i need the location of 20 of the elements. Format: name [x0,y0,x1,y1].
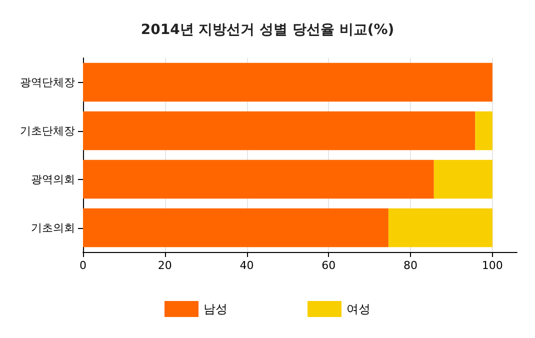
bar [475,111,492,150]
x-tick-label: 100 [482,259,503,272]
x-tick-label: 40 [240,259,254,272]
bar [388,208,492,248]
x-tick-label: 20 [158,259,172,272]
bar [83,62,492,102]
y-tick-label: 기초단체장 [20,124,75,138]
y-tick-label: 기초의회 [31,221,75,234]
bar [83,111,476,150]
legend-label: 남성 [204,302,228,316]
x-tick-label: 0 [80,259,86,272]
x-tick-label: 60 [322,259,336,272]
legend-label: 여성 [346,302,370,316]
y-tick-label: 광역의회 [31,172,75,186]
x-tick-label: 80 [404,259,418,272]
bar [83,160,434,199]
bar [83,208,388,248]
chart-title: 2014년 지방선거 성별 당선율 비교(%) [140,22,394,38]
y-tick-label: 광역단체장 [20,76,75,89]
bar [434,160,492,199]
